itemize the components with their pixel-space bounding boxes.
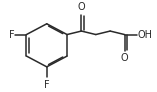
Text: OH: OH xyxy=(138,30,153,40)
Text: O: O xyxy=(121,53,128,63)
Text: O: O xyxy=(78,2,85,12)
Text: F: F xyxy=(44,80,50,90)
Text: F: F xyxy=(9,30,14,40)
